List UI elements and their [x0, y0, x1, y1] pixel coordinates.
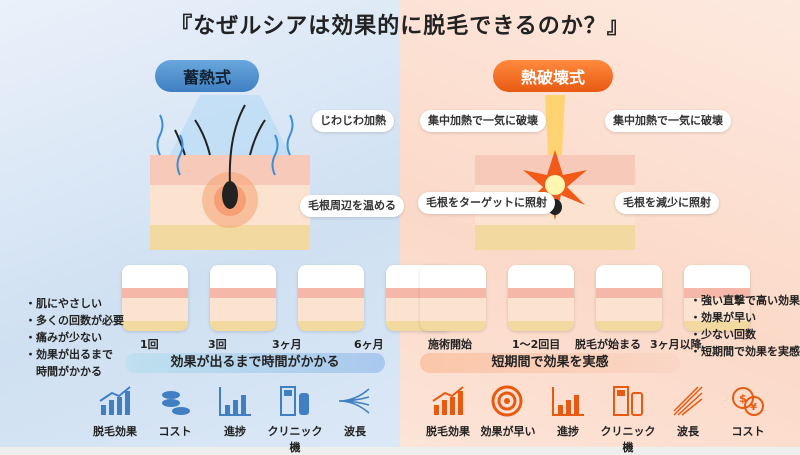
heat-destruction-banner: 短期間で効果を実感 [420, 353, 680, 373]
currency-coins-item: $ ¥ コスト [718, 385, 778, 455]
step-image [122, 265, 188, 331]
growth-chart-icon [432, 386, 464, 415]
callout-concentrated-heat-right: 集中加熱で一気に破壊 [605, 110, 731, 133]
heat-destruction-points: ・強い直撃で高い効果 ・効果が早い ・少ない回数 ・短期間で効果を実感 [690, 292, 800, 360]
step-label: 1〜2回目 [512, 338, 561, 351]
callout-concentrated-heat-left: 集中加熱で一気に破壊 [420, 110, 546, 133]
heat-storage-icons: 脱毛効果 コスト 進捗 クリニック機 波長 [85, 385, 385, 455]
laser-beam-icon [673, 386, 703, 416]
icon-label: クリニック機 [267, 425, 323, 454]
heat-storage-points: ・肌にやさしい ・多くの回数が必要 ・痛みが少ない ・効果が出るまで 時間がかか… [25, 295, 124, 380]
step-image [684, 265, 750, 331]
step-label: 3ヶ月 [272, 338, 302, 351]
progress-chart-icon [552, 387, 584, 416]
point: ・肌にやさしい [25, 297, 102, 310]
icon-label: コスト [731, 425, 765, 438]
icon-label: 脱毛効果 [426, 425, 470, 438]
point: ・効果が早い [690, 311, 756, 324]
growth-chart-item: 脱毛効果 [85, 385, 145, 455]
step-image [508, 265, 574, 331]
heat-storage-steps [122, 265, 452, 331]
step-label: 3回 [208, 338, 227, 351]
progress-item: 進捗 [205, 385, 265, 455]
clinic-machine-icon [613, 386, 643, 416]
coins-item: コスト [145, 385, 205, 455]
step-label: 3ヶ月以降 [650, 338, 702, 351]
coins-icon [162, 391, 190, 415]
step-image [210, 265, 276, 331]
callout-warm-follicle: 毛根周辺を温める [300, 195, 404, 218]
growth-chart-item: 脱毛効果 [418, 385, 478, 455]
step-label: 1回 [140, 338, 159, 351]
step-label: 施術開始 [428, 338, 472, 351]
icon-label: 波長 [677, 425, 699, 438]
icon-label: コスト [158, 425, 192, 438]
point: ・多くの回数が必要 [25, 314, 124, 327]
laser-beam-item: 波長 [658, 385, 718, 455]
step-image [298, 265, 364, 331]
callout-reduce-follicle: 毛根を減少に照射 [615, 192, 719, 215]
callout-gradual-heat: じわじわ加熱 [312, 110, 394, 133]
page-title: 『なぜルシアは効果的に脱毛できるのか？』 [170, 14, 630, 39]
heat-storage-illustration [150, 95, 310, 250]
step-label: 6ヶ月 [354, 338, 384, 351]
target-icon [491, 385, 523, 417]
point: ・少ない回数 [690, 328, 756, 341]
icon-label: 効果が早い [480, 425, 536, 438]
icon-label: クリニック機 [600, 425, 656, 454]
heat-destruction-illustration [475, 95, 635, 250]
progress-chart-icon [219, 387, 251, 416]
target-item: 効果が早い [478, 385, 538, 455]
clinic-machine-icon [280, 386, 309, 416]
callout-target-follicle: 毛根をターゲットに照射 [418, 192, 555, 215]
heat-destruction-icons: 脱毛効果 効果が早い 進捗 クリニック機 波長 $ ¥ コスト [418, 385, 778, 455]
wavelength-item: 波長 [325, 385, 385, 455]
icon-label: 進捗 [224, 425, 246, 438]
icon-label: 波長 [344, 425, 366, 438]
step-label: 脱毛が始まる [575, 338, 641, 351]
point: ・短期間で効果を実感 [690, 345, 800, 358]
heat-destruction-steps [420, 265, 750, 331]
wavelength-icon [338, 388, 370, 414]
progress-item: 進捗 [538, 385, 598, 455]
icon-label: 脱毛効果 [93, 425, 137, 438]
step-image [420, 265, 486, 331]
svg-text:$: $ [739, 392, 747, 405]
point: ・強い直撃で高い効果 [690, 294, 800, 307]
clinic-machine-item: クリニック機 [598, 385, 658, 455]
svg-text:¥: ¥ [750, 402, 757, 413]
clinic-machine-item: クリニック機 [265, 385, 325, 455]
heat-storage-banner: 効果が出るまで時間がかかる [125, 353, 385, 373]
icon-label: 進捗 [557, 425, 579, 438]
heat-destruction-badge: 熱破壊式 [493, 60, 614, 92]
point: ・効果が出るまで [25, 348, 113, 361]
point: 時間がかかる [25, 365, 102, 378]
heat-storage-badge: 蓄熱式 [155, 60, 260, 92]
growth-chart-icon [99, 386, 131, 415]
step-image [596, 265, 662, 331]
point: ・痛みが少ない [25, 331, 102, 344]
currency-coins-icon: $¥ [732, 387, 764, 416]
